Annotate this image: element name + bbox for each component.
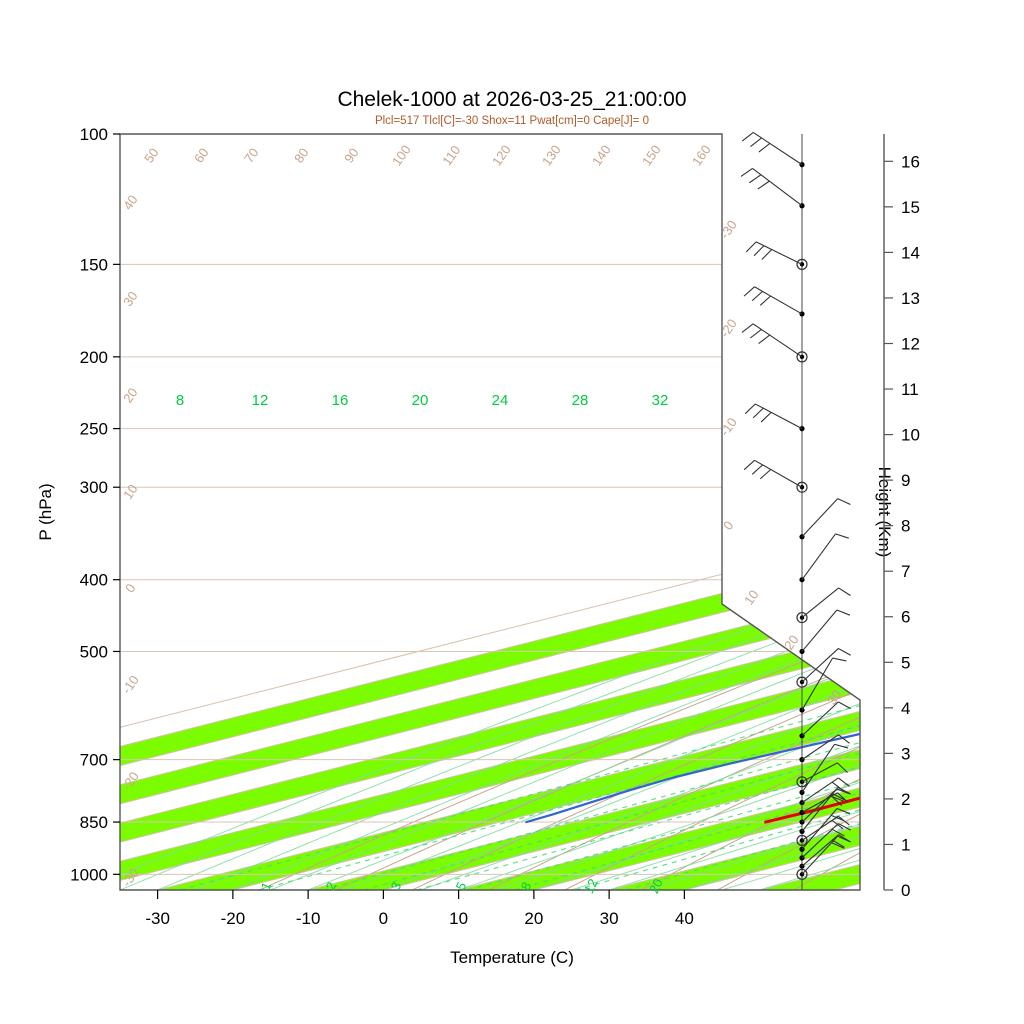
- isotherm-label-left: 20: [120, 385, 141, 405]
- x-axis-label: Temperature (C): [450, 948, 574, 967]
- profile-dewpoint: [525, 172, 860, 824]
- height-tick-label: 1: [901, 835, 910, 854]
- pressure-tick-label: 300: [80, 478, 108, 497]
- dry-adiabat-label: 50: [141, 145, 162, 165]
- pressure-tick-label: 500: [80, 642, 108, 661]
- dry-adiabat-label: 80: [291, 145, 312, 165]
- height-tick-label: 0: [901, 881, 910, 900]
- temperature-tick-label: 30: [600, 909, 619, 928]
- height-tick-label: 6: [901, 608, 910, 627]
- mixing-ratio-label-mid: 16: [332, 392, 349, 409]
- height-tick-label: 5: [901, 653, 910, 672]
- mixing-ratio-label-mid: 12: [252, 392, 269, 409]
- height-tick-label: 15: [901, 198, 920, 217]
- height-tick-label: 16: [901, 152, 920, 171]
- dry-adiabat-label: 70: [241, 145, 262, 165]
- height-tick-label: 13: [901, 289, 920, 308]
- pressure-tick-label: 100: [80, 125, 108, 144]
- dry-adiabat-label: 60: [191, 145, 212, 165]
- pressure-tick-label: 250: [80, 420, 108, 439]
- height-tick-label: 12: [901, 334, 920, 353]
- height-tick-label: 9: [901, 471, 910, 490]
- height-tick-label: 3: [901, 744, 910, 763]
- isotherm-label-diagonal: 10: [741, 587, 762, 607]
- sounding-indices: Plcl=517 Tlcl[C]=-30 Shox=11 Pwat[cm]=0 …: [374, 115, 650, 127]
- height-tick-label: 4: [901, 699, 910, 718]
- pressure-tick-label: 150: [80, 255, 108, 274]
- mixing-ratio-label-mid: 8: [176, 392, 184, 409]
- temperature-tick-label: -30: [145, 909, 170, 928]
- pressure-tick-label: 1000: [70, 865, 108, 884]
- isotherm-label-left: 10: [120, 481, 141, 501]
- mixing-ratio-label-bottom: 20: [646, 876, 666, 895]
- mixing-ratio-label-mid: 32: [652, 392, 669, 409]
- temperature-tick-label: -10: [296, 909, 321, 928]
- temperature-tick-label: 0: [379, 909, 388, 928]
- pressure-tick-label: 400: [80, 571, 108, 590]
- temperature-tick-label: 20: [524, 909, 543, 928]
- height-tick-label: 7: [901, 562, 910, 581]
- temperature-tick-label: -20: [221, 909, 246, 928]
- temperature-tick-label: 40: [675, 909, 694, 928]
- height-tick-label: 10: [901, 426, 920, 445]
- dry-adiabat-label: 90: [341, 145, 362, 165]
- wind-barb-column: [740, 131, 851, 890]
- height-tick-label: 11: [901, 380, 919, 399]
- mixing-ratio-label-mid: 20: [412, 392, 429, 409]
- height-tick-label: 8: [901, 517, 910, 536]
- mixing-ratio-label-mid: 24: [492, 392, 509, 409]
- plot-frame: [119, 133, 861, 891]
- isotherm-label-left: 30: [120, 289, 141, 309]
- isotherm-label-diagonal: 20: [781, 632, 802, 652]
- isotherm-label-left: 40: [120, 192, 141, 212]
- pressure-tick-label: 850: [80, 813, 108, 832]
- mixing-ratio-label-mid: 28: [572, 392, 589, 409]
- page-title: Chelek-1000 at 2026-03-25_21:00:00: [337, 88, 687, 111]
- pressure-tick-label: 700: [80, 751, 108, 770]
- height-tick-label: 2: [901, 790, 910, 809]
- pressure-tick-label: 200: [80, 348, 108, 367]
- temperature-tick-label: 10: [449, 909, 468, 928]
- height-tick-label: 14: [901, 243, 920, 262]
- mixing-ratio-label-bottom: 12: [581, 876, 601, 895]
